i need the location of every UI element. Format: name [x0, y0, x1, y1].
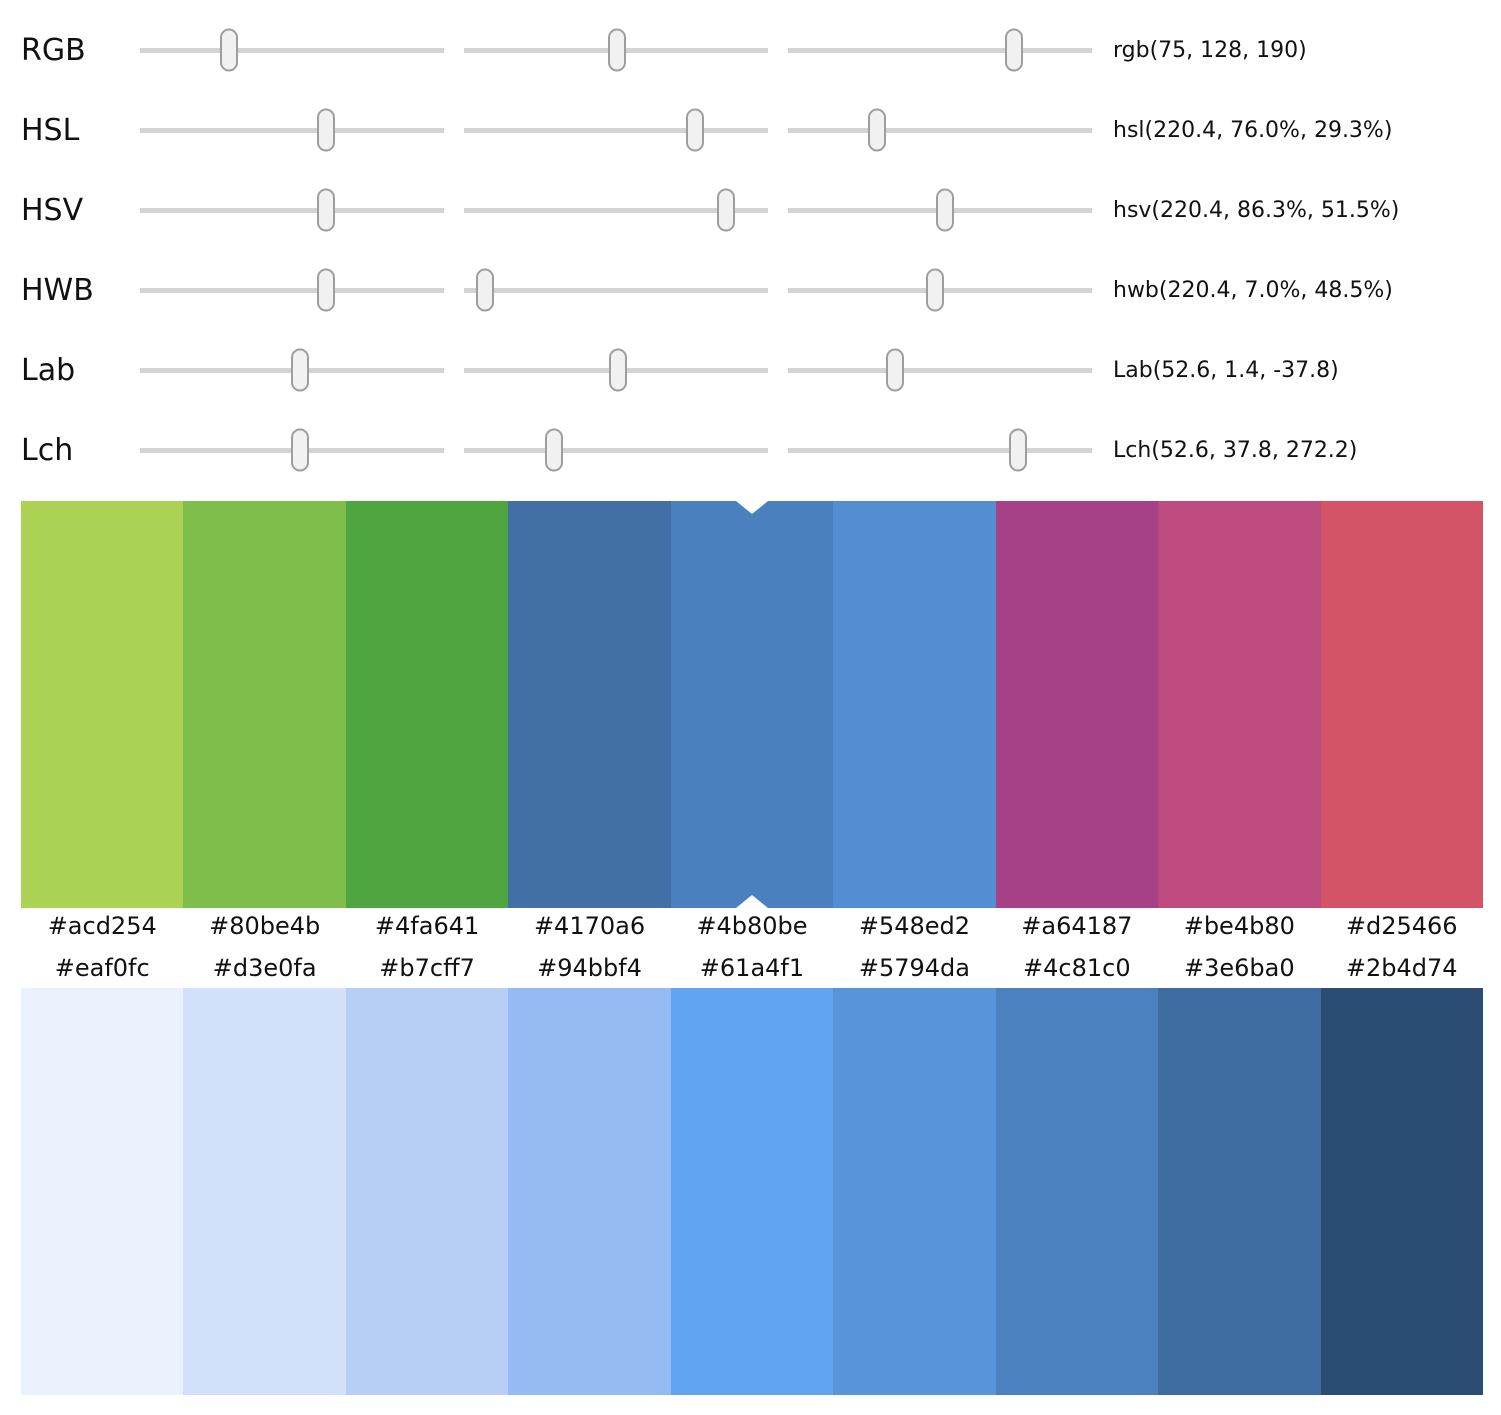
slider-value-readout: Lch(52.6, 37.8, 272.2)	[1113, 437, 1358, 463]
slider-handle[interactable]	[290, 348, 309, 392]
hex-label: #d25466	[1345, 912, 1458, 940]
hex-label: #3e6ba0	[1183, 954, 1295, 982]
palette-swatch[interactable]	[1320, 501, 1483, 908]
slider-track-hsl-3[interactable]	[788, 108, 1092, 152]
slider-row-label: HSL	[21, 112, 80, 148]
slider-value-readout: hsv(220.4, 86.3%, 51.5%)	[1113, 197, 1400, 223]
hex-label: #a64187	[1021, 912, 1133, 940]
hue-palette-strip	[21, 501, 1483, 908]
palette-swatch[interactable]	[833, 501, 996, 908]
hex-label: #d3e0fa	[212, 954, 317, 982]
slider-value-readout: Lab(52.6, 1.4, -37.8)	[1113, 357, 1339, 383]
slider-handle[interactable]	[1008, 428, 1027, 472]
slider-handle[interactable]	[476, 268, 495, 312]
slider-handle[interactable]	[290, 428, 309, 472]
slider-track-hsv-2[interactable]	[464, 188, 768, 232]
slider-handle[interactable]	[607, 28, 626, 72]
slider-handle[interactable]	[317, 268, 336, 312]
slider-handle[interactable]	[868, 108, 887, 152]
palette-swatch[interactable]	[21, 501, 184, 908]
slider-value-readout: hsl(220.4, 76.0%, 29.3%)	[1113, 117, 1393, 143]
palette-swatch[interactable]	[345, 501, 509, 908]
slider-handle[interactable]	[935, 188, 954, 232]
slider-row-hsv: HSV hsv(220.4, 86.3%, 51.5%)	[0, 170, 1501, 250]
hex-label: #94bbf4	[537, 954, 642, 982]
palette-swatch[interactable]	[183, 988, 346, 1395]
hex-label: #2b4d74	[1345, 954, 1458, 982]
slider-track-hsl-2[interactable]	[464, 108, 768, 152]
hex-label: #4fa641	[374, 912, 480, 940]
palette-swatch[interactable]	[1158, 988, 1321, 1395]
slider-track-rgb-3[interactable]	[788, 28, 1092, 72]
slider-handle[interactable]	[317, 188, 336, 232]
slider-row-label: HSV	[21, 192, 84, 228]
selected-swatch-notch-bottom-icon	[735, 895, 768, 908]
slider-row-label: HWB	[21, 272, 94, 308]
hex-label: #80be4b	[209, 912, 321, 940]
slider-row-lab: Lab Lab(52.6, 1.4, -37.8)	[0, 330, 1501, 410]
tint-shade-palette-strip	[21, 988, 1483, 1395]
slider-handle[interactable]	[220, 28, 239, 72]
palette-swatch-selected[interactable]	[670, 501, 834, 908]
slider-value-readout: hwb(220.4, 7.0%, 48.5%)	[1113, 277, 1393, 303]
palette-swatch[interactable]	[1158, 501, 1321, 908]
hex-label: #4b80be	[696, 912, 808, 940]
slider-track-lab-2[interactable]	[464, 348, 768, 392]
slider-handle[interactable]	[717, 188, 736, 232]
hex-label: #be4b80	[1183, 912, 1295, 940]
hex-label: #61a4f1	[699, 954, 805, 982]
palette-swatch[interactable]	[833, 988, 996, 1395]
slider-row-hwb: HWB hwb(220.4, 7.0%, 48.5%)	[0, 250, 1501, 330]
slider-track-rgb-1[interactable]	[140, 28, 444, 72]
palette-swatch[interactable]	[508, 501, 671, 908]
slider-row-lch: Lch Lch(52.6, 37.8, 272.2)	[0, 410, 1501, 490]
tint-shade-hex-labels: #eaf0fc #d3e0fa #b7cff7 #94bbf4 #61a4f1 #5794…	[21, 947, 1483, 989]
slider-track-lab-1[interactable]	[140, 348, 444, 392]
hex-label: #acd254	[47, 912, 157, 940]
selected-swatch-notch-top-icon	[735, 501, 768, 514]
hex-label: #eaf0fc	[54, 954, 150, 982]
slider-row-label: RGB	[21, 32, 86, 68]
slider-track-hwb-2[interactable]	[464, 268, 768, 312]
slider-row-label: Lch	[21, 432, 74, 468]
palette-swatch[interactable]	[670, 988, 834, 1395]
palette-swatch[interactable]	[995, 501, 1159, 908]
palette-swatch[interactable]	[345, 988, 509, 1395]
slider-track-lab-3[interactable]	[788, 348, 1092, 392]
slider-value-readout: rgb(75, 128, 190)	[1113, 37, 1307, 63]
slider-track-lch-1[interactable]	[140, 428, 444, 472]
slider-handle[interactable]	[1005, 28, 1024, 72]
slider-track-hsv-1[interactable]	[140, 188, 444, 232]
slider-handle[interactable]	[317, 108, 336, 152]
slider-row-rgb: RGB rgb(75, 128, 190)	[0, 10, 1501, 90]
slider-track-lch-2[interactable]	[464, 428, 768, 472]
slider-handle[interactable]	[886, 348, 904, 392]
slider-track-lch-3[interactable]	[788, 428, 1092, 472]
palette-swatch[interactable]	[995, 988, 1159, 1395]
slider-handle[interactable]	[608, 348, 627, 392]
slider-row-label: Lab	[21, 352, 76, 388]
palette-swatch[interactable]	[1320, 988, 1483, 1395]
hex-label: #5794da	[858, 954, 970, 982]
slider-track-hsv-3[interactable]	[788, 188, 1092, 232]
slider-row-hsl: HSL hsl(220.4, 76.0%, 29.3%)	[0, 90, 1501, 170]
hex-label: #548ed2	[858, 912, 970, 940]
slider-handle[interactable]	[686, 108, 705, 152]
palette-swatch[interactable]	[183, 501, 346, 908]
palette-swatch[interactable]	[508, 988, 671, 1395]
hue-palette-hex-labels: #acd254 #80be4b #4fa641 #4170a6 #4b80be #548e…	[21, 905, 1483, 947]
slider-track-rgb-2[interactable]	[464, 28, 768, 72]
palette-swatch[interactable]	[21, 988, 184, 1395]
slider-track-hsl-1[interactable]	[140, 108, 444, 152]
slider-track-hwb-1[interactable]	[140, 268, 444, 312]
slider-handle[interactable]	[926, 268, 945, 312]
slider-track-hwb-3[interactable]	[788, 268, 1092, 312]
hex-label: #b7cff7	[379, 954, 475, 982]
hex-label: #4170a6	[533, 912, 646, 940]
hex-label: #4c81c0	[1023, 954, 1131, 982]
slider-handle[interactable]	[544, 428, 563, 472]
